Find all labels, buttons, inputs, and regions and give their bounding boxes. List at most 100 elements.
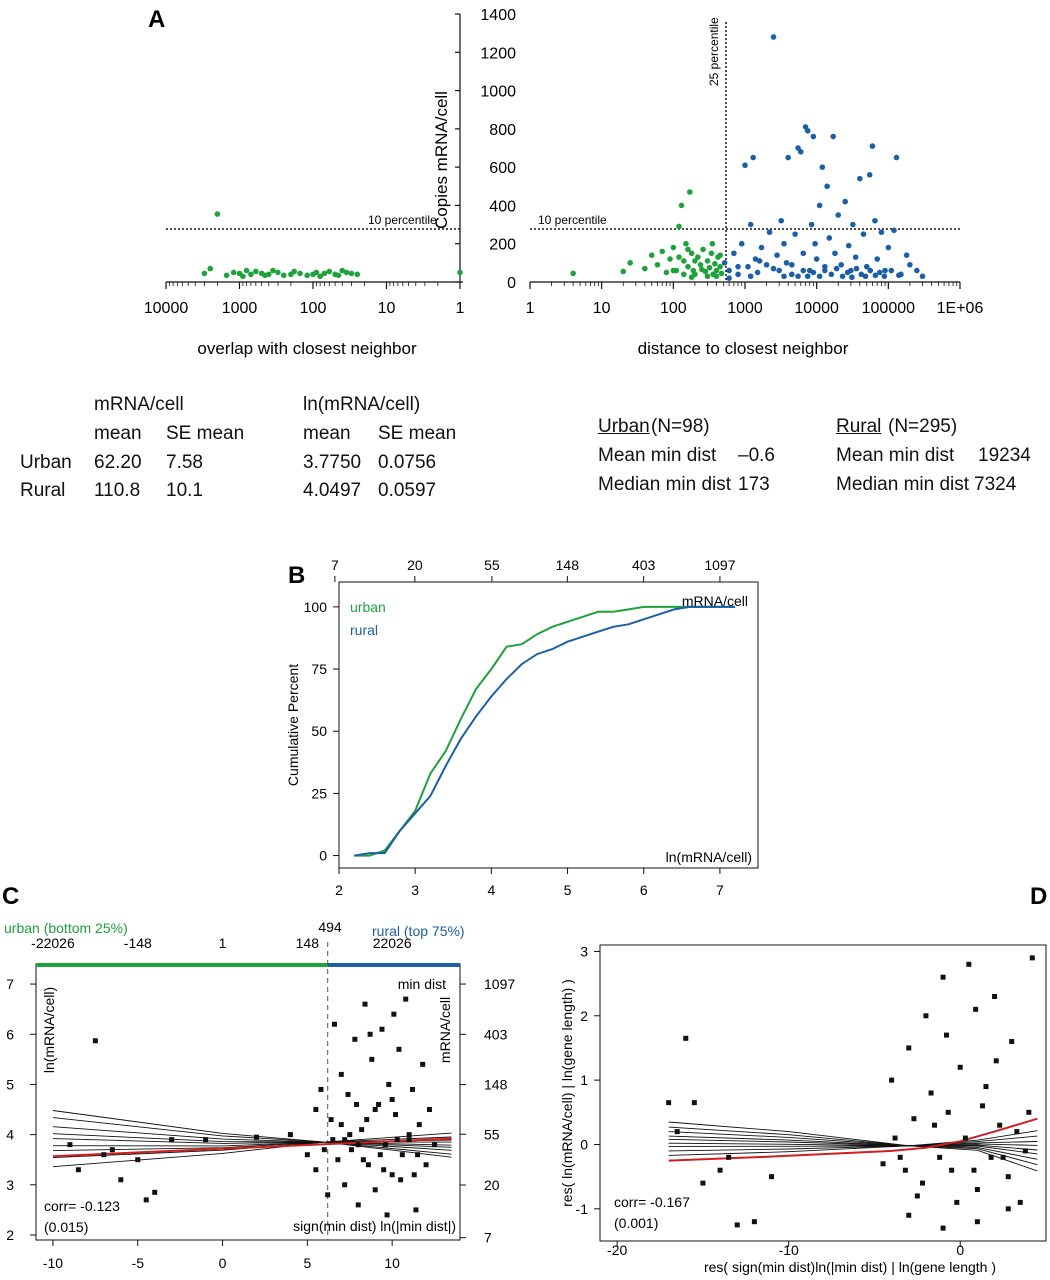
a-point <box>704 258 711 264</box>
panel-b-y-label: Cumulative Percent <box>285 664 301 786</box>
panel-b-x-ticks: 2 3 4 5 6 7 <box>335 868 724 898</box>
panel-b-legend-rural: rural <box>350 622 378 638</box>
c-xtick-label: 5 <box>303 1255 311 1271</box>
a-right-xtick-label: 10 <box>593 300 611 317</box>
c-point <box>420 1061 426 1067</box>
c-ytick-label: 7 <box>6 976 14 992</box>
a-right-xtick-label: 100 <box>660 300 687 317</box>
urban-n: (N=98) <box>651 416 710 437</box>
d-point <box>769 1174 775 1180</box>
mrna-header: mRNA/cell <box>94 394 184 415</box>
d-point <box>751 1219 757 1225</box>
b-ytick-label: 75 <box>311 661 327 677</box>
c-point <box>321 1147 327 1153</box>
a-point <box>214 211 221 217</box>
urban-title: Urban <box>598 416 650 437</box>
row-urban-ln-se: 0.0756 <box>378 452 437 473</box>
a-point <box>804 127 811 134</box>
b-ytick-label: 0 <box>319 848 327 864</box>
a-point <box>907 261 913 268</box>
a-point <box>695 254 701 260</box>
c-point <box>67 1142 73 1148</box>
a-point <box>253 268 259 275</box>
a-right-xtick-label: 1 <box>526 300 535 317</box>
panel-c-points <box>67 996 438 1218</box>
panel-d-y-ticks: -1 0 1 2 3 <box>576 943 600 1217</box>
a-point <box>822 263 828 270</box>
panel-c-top-ticks: -22026 -148 1 148 22026 <box>31 935 412 951</box>
a-point <box>919 273 926 280</box>
d-point <box>919 1180 925 1186</box>
d-point <box>726 1154 732 1160</box>
a-point <box>687 189 693 195</box>
d-point <box>993 1058 999 1064</box>
d-point <box>973 1006 979 1012</box>
b-ytick-label: 25 <box>311 785 327 801</box>
c-point <box>367 1031 373 1037</box>
a-point <box>708 250 715 257</box>
d-point <box>700 1180 706 1186</box>
a-point <box>810 133 817 140</box>
a-point <box>881 273 888 280</box>
d-point <box>1000 1154 1006 1160</box>
stats-table-left: mRNA/cell ln(mRNA/cell) mean SE mean mea… <box>0 0 1050 540</box>
a-point <box>681 271 687 278</box>
b-ytick-label: 100 <box>304 599 328 615</box>
c-bootstrap-line <box>52 1133 452 1148</box>
d-point <box>992 993 998 999</box>
d-point <box>974 1219 980 1225</box>
a-point <box>752 256 759 262</box>
a-point <box>738 240 745 247</box>
panel-c-corr: corr= -0.123 <box>44 1198 120 1214</box>
panel-d-y-label: res( ln(mRNA/cell) | ln(gene length) ) <box>559 979 575 1207</box>
panel-a-right-x-ticks: 1 10 100 1000 10000 100000 1E+06 <box>526 282 983 317</box>
a-point <box>699 266 705 273</box>
c-point <box>416 1122 422 1128</box>
c-point <box>379 1026 385 1032</box>
a-point <box>813 256 820 262</box>
a-ytick-label: 1400 <box>480 7 516 24</box>
b-toptick-label: 148 <box>556 557 580 573</box>
c-point <box>396 1046 402 1052</box>
d-point <box>923 1013 929 1019</box>
d-ytick-label: -1 <box>576 1201 589 1217</box>
a-point <box>858 271 865 278</box>
panel-b-frame <box>338 581 759 869</box>
c-xtick-label: 0 <box>219 1255 227 1271</box>
a-point <box>830 133 836 140</box>
a-point <box>654 261 661 268</box>
a-point <box>800 250 807 257</box>
c-bootstrap-line <box>52 1126 452 1151</box>
a-point <box>620 268 627 275</box>
a-left-xtick-label: 1 <box>456 300 465 317</box>
panel-d-points <box>666 955 1035 1231</box>
a-point <box>343 269 350 276</box>
a-point <box>893 154 900 161</box>
a-point <box>863 263 870 270</box>
a-point <box>712 261 718 267</box>
a-point <box>857 175 863 182</box>
a-right-xtick-label: 10000 <box>794 300 839 317</box>
urban-mean-value: –0.6 <box>738 445 775 466</box>
c-point <box>381 1167 387 1173</box>
d-point <box>1005 1174 1011 1180</box>
panel-b-top-ticks: 7 20 55 148 403 1097 <box>331 557 736 582</box>
a-point <box>766 229 773 236</box>
panel-c-x-label: sign(min dist) ln(|min dist|) <box>293 1218 456 1234</box>
a-point <box>862 273 869 280</box>
c-righttick-label: 7 <box>484 1230 492 1246</box>
d-point <box>928 1090 934 1096</box>
c-point <box>423 1162 429 1168</box>
a-point <box>781 273 787 280</box>
a-point <box>770 34 777 40</box>
a-point <box>676 254 682 260</box>
b-toptick-label: 1097 <box>704 557 735 573</box>
c-point <box>355 1202 361 1208</box>
a-point <box>747 221 754 228</box>
c-point <box>75 1167 81 1173</box>
c-point <box>203 1137 209 1143</box>
a-point <box>866 172 873 178</box>
panel-b: 7 20 55 148 403 1097 2 3 4 5 6 7 0 25 50 75 100 Cumula… <box>285 557 759 898</box>
c-point <box>426 1107 432 1113</box>
a-point <box>776 267 782 274</box>
